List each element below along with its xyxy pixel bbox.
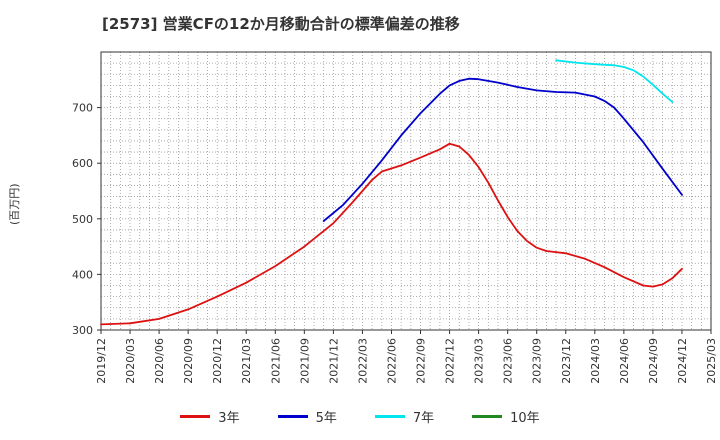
- legend-item: 10年: [472, 407, 540, 426]
- x-tick-label: 2024/03: [589, 338, 602, 384]
- legend-label: 10年: [510, 410, 540, 426]
- x-tick-label: 2022/06: [385, 338, 398, 384]
- series-line-3年: [100, 142, 683, 326]
- legend-label: 5年: [315, 410, 337, 426]
- legend-label: 3年: [218, 410, 240, 426]
- y-tick-label: 500: [72, 213, 93, 226]
- x-tick-label: 2021/12: [327, 338, 340, 384]
- x-tick-label: 2022/09: [415, 338, 428, 384]
- x-tick-label: 2019/12: [95, 338, 108, 384]
- series-lines: [100, 59, 683, 326]
- legend-label: 7年: [412, 410, 435, 426]
- y-axis-ticks: 300 400 500 600 700: [72, 102, 101, 337]
- x-tick-label: 2020/06: [153, 338, 166, 384]
- chart-title: [2573] 営業CFの12か月移動合計の標準偏差の推移: [102, 15, 460, 33]
- x-tick-label: 2020/09: [182, 338, 195, 384]
- legend-item: 7年: [374, 407, 435, 426]
- x-tick-label: 2024/12: [676, 338, 689, 384]
- x-tick-label: 2023/06: [502, 338, 515, 384]
- line-chart: 300 400 500 600 700 2019/12 2020/03 2020/06 202…: [72, 51, 718, 384]
- x-tick-label: 2021/03: [240, 338, 253, 384]
- plot-area-border: [100, 51, 712, 331]
- series-line-7年: [555, 59, 674, 103]
- legend-item: 3年: [180, 407, 240, 426]
- x-tick-label: 2021/09: [298, 338, 311, 384]
- grid-lines: [101, 52, 711, 330]
- x-tick-label: 2024/06: [618, 338, 631, 384]
- y-tick-label: 700: [72, 102, 93, 115]
- legend: 3年 5年 7年 10年: [0, 404, 720, 428]
- x-tick-label: 2020/12: [211, 338, 224, 384]
- legend-swatch: [277, 414, 308, 418]
- x-tick-label: 2025/03: [705, 338, 718, 384]
- legend-item: 5年: [277, 407, 337, 426]
- x-tick-label: 2020/03: [124, 338, 137, 384]
- legend-swatch: [472, 414, 503, 418]
- y-tick-label: 300: [72, 324, 93, 337]
- x-axis-ticks: 2019/12 2020/03 2020/06 2020/09 2020/12 2021/…: [95, 330, 718, 384]
- x-tick-label: 2021/06: [269, 338, 282, 384]
- x-tick-label: 2023/09: [531, 338, 544, 384]
- y-tick-label: 600: [72, 157, 93, 170]
- legend-swatch: [374, 414, 405, 418]
- x-tick-label: 2024/09: [647, 338, 660, 384]
- x-tick-label: 2022/12: [444, 338, 457, 384]
- y-tick-label: 400: [72, 268, 93, 281]
- series-line-5年: [322, 77, 683, 222]
- x-tick-label: 2022/03: [356, 338, 369, 384]
- legend-swatch: [180, 414, 211, 418]
- x-tick-label: 2023/03: [473, 338, 486, 384]
- x-tick-label: 2023/12: [560, 338, 573, 384]
